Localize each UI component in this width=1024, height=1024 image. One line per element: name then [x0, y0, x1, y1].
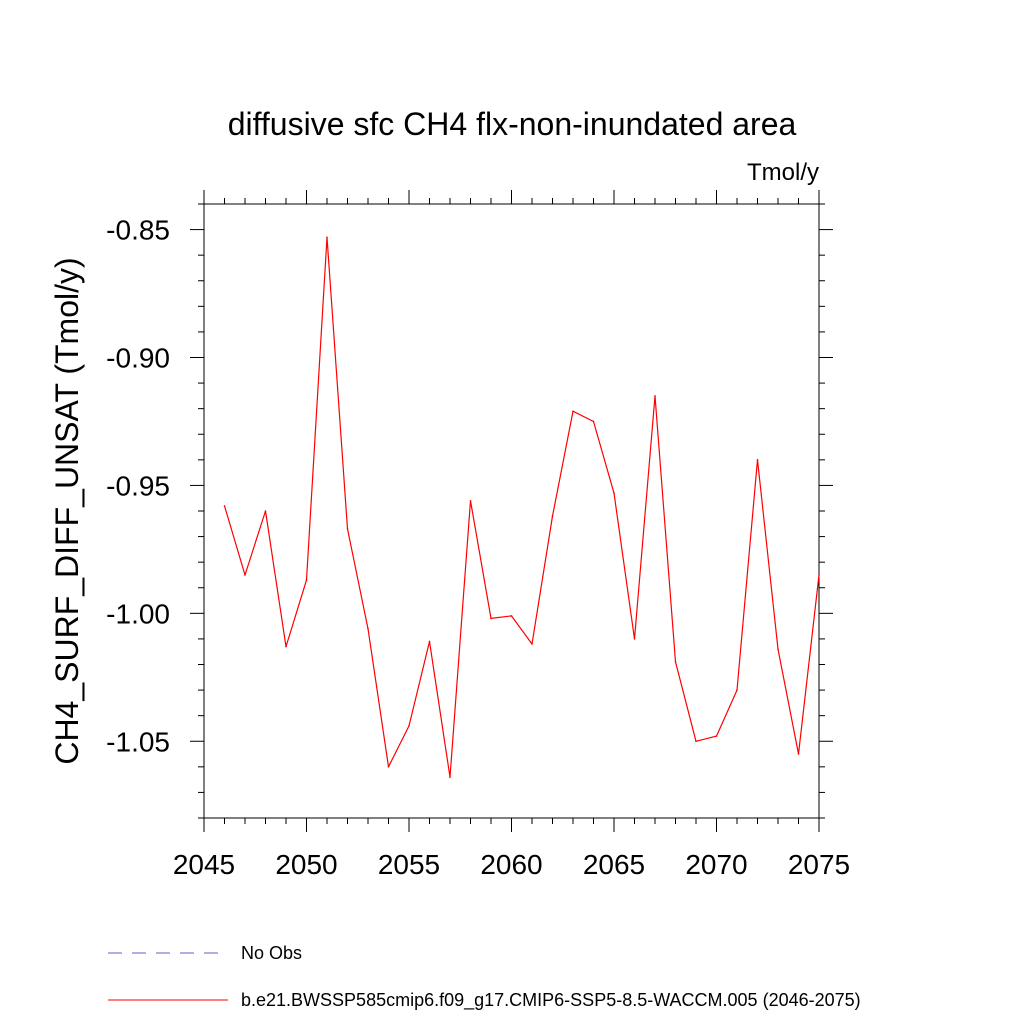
x-tick-label: 2045	[173, 849, 235, 880]
axis-ticks	[190, 190, 833, 832]
data-point	[469, 499, 472, 502]
data-point	[326, 236, 328, 239]
plot-frame	[203, 203, 820, 819]
y-tick-label: -0.85	[106, 215, 170, 246]
data-point	[756, 459, 759, 461]
data-point	[367, 627, 369, 630]
x-tick-label: 2055	[378, 849, 440, 880]
data-point	[387, 766, 390, 768]
data-point	[428, 640, 431, 643]
x-tick-label: 2060	[480, 849, 542, 880]
data-point	[777, 648, 779, 650]
units-label: Tmol/y	[747, 159, 819, 186]
y-tick-label: -1.05	[106, 726, 170, 757]
data-point	[613, 492, 615, 494]
data-point	[592, 420, 595, 423]
data-point	[654, 395, 656, 397]
data-point	[633, 638, 636, 640]
data-point	[346, 528, 349, 530]
axis-tick-labels: 2045 2050 2055 2060 2065 2070 2075 -1.05 -1.00 -0…	[106, 215, 850, 880]
data-point	[244, 574, 246, 576]
data-point	[223, 505, 226, 507]
legend-label-model-run: b.e21.BWSSP585cmip6.f09_g17.CMIP6-SSP5-8…	[241, 990, 861, 1011]
data-point	[695, 740, 697, 743]
y-tick-label: -0.95	[106, 470, 170, 501]
data-point	[490, 617, 492, 620]
series-layer	[223, 236, 820, 778]
data-point	[551, 515, 554, 517]
x-tick-label: 2050	[275, 849, 337, 880]
data-point	[531, 643, 533, 645]
legend-label-no-obs: No Obs	[241, 943, 302, 963]
data-point	[797, 753, 800, 755]
x-tick-label: 2065	[583, 849, 645, 880]
y-tick-label: -1.00	[106, 598, 170, 629]
data-point	[715, 735, 718, 737]
series-line	[223, 236, 820, 778]
data-point	[572, 410, 574, 413]
x-tick-label: 2075	[788, 849, 850, 880]
y-tick-label: -0.90	[106, 343, 170, 374]
data-point	[818, 574, 820, 576]
data-point	[510, 615, 513, 617]
y-axis-label: CH4_SURF_DIFF_UNSAT (Tmol/y)	[49, 257, 85, 764]
data-point	[736, 689, 738, 691]
data-point	[305, 579, 308, 581]
data-point	[285, 645, 287, 648]
chart-title: diffusive sfc CH4 flx-non-inundated area	[228, 106, 797, 142]
legend: No Obs b.e21.BWSSP585cmip6.f09_g17.CMIP6…	[108, 943, 861, 1011]
x-tick-label: 2070	[685, 849, 747, 880]
data-point	[674, 661, 677, 663]
data-point	[449, 776, 451, 778]
data-point	[264, 510, 267, 512]
data-point	[408, 725, 410, 727]
